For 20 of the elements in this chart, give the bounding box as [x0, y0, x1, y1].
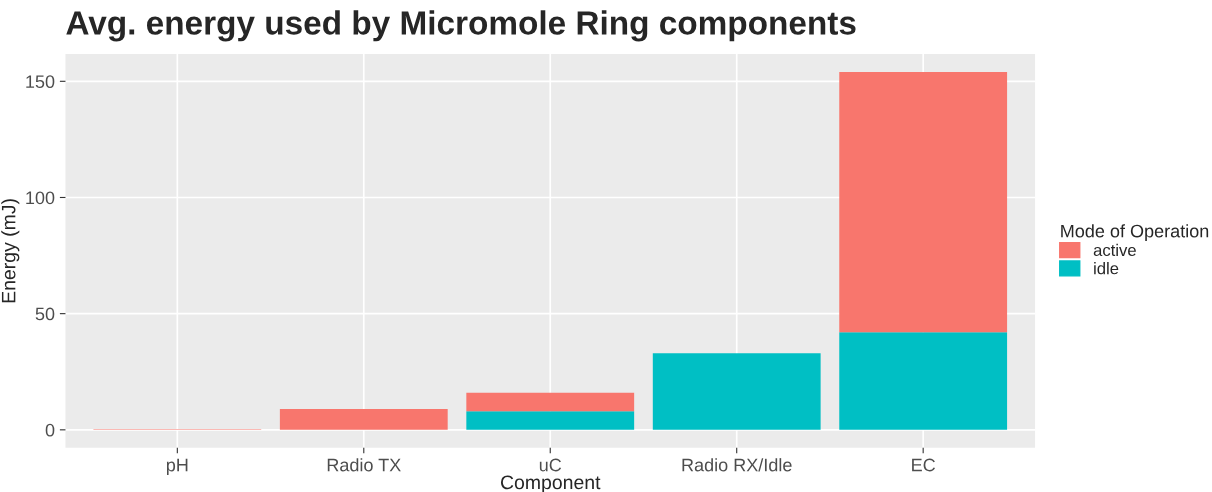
legend-title: Mode of Operation: [1061, 224, 1209, 242]
x-tick-label: EC: [912, 458, 936, 472]
bar: [652, 353, 821, 430]
legend-label: active: [1093, 243, 1136, 257]
y-tick-label: 0: [45, 423, 55, 437]
bar: [839, 72, 1008, 333]
y-tick-label: 150: [26, 75, 55, 89]
y-axis-title: Energy (mJ): [1, 199, 20, 303]
bar: [839, 332, 1008, 430]
legend-label: idle: [1094, 262, 1119, 275]
x-tick-label: uC: [539, 458, 562, 472]
bar: [466, 411, 635, 430]
y-tick-label: 50: [35, 307, 55, 321]
bar: [279, 408, 448, 430]
x-tick-label: pH: [166, 458, 188, 475]
bar: [466, 392, 635, 412]
x-tick-label: Radio RX/Idle: [682, 458, 792, 472]
y-tick-label: 100: [26, 191, 55, 205]
x-tick-label: Radio TX: [327, 458, 401, 472]
chart-title: Avg. energy used by Micromole Ring components: [66, 10, 856, 42]
